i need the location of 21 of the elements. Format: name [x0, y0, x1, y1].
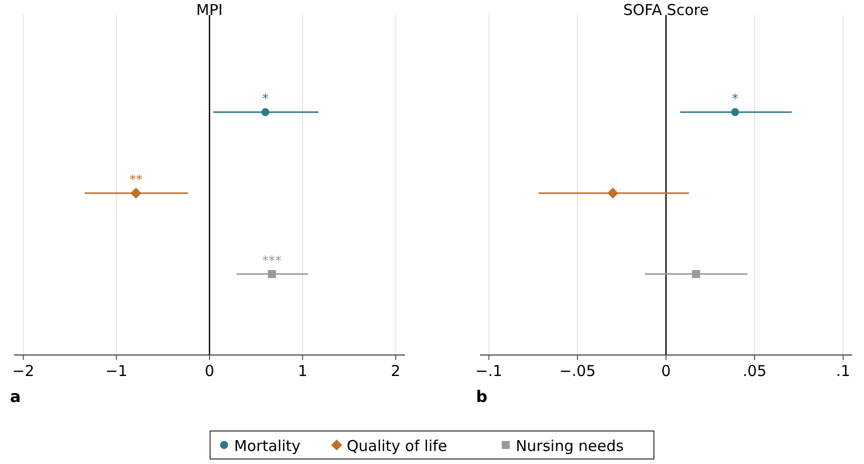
- x-tick-label: −.1: [475, 362, 502, 380]
- data-label: *: [262, 92, 270, 108]
- chart-title: SOFA Score: [623, 1, 709, 19]
- x-tick-label: .05: [742, 362, 766, 380]
- text: b: [476, 387, 488, 406]
- chart-title: MPI: [196, 1, 223, 19]
- x-tick-label: −2: [12, 362, 34, 380]
- x-tick-label: 0: [204, 362, 214, 380]
- legend-label: Nursing needs: [516, 437, 624, 455]
- x-tick-label: −1: [105, 362, 128, 380]
- data-label: *: [732, 92, 739, 108]
- x-tick-label: 0: [661, 362, 671, 380]
- x-tick-label: .1: [836, 362, 850, 380]
- legend-label: Mortality: [234, 437, 301, 455]
- data-label: ***: [262, 254, 282, 270]
- x-tick-label: 1: [298, 362, 308, 380]
- legend-label: Quality of life: [346, 437, 448, 455]
- x-tick-label: 2: [390, 362, 400, 380]
- text: a: [10, 387, 21, 406]
- data-label: **: [129, 173, 143, 188]
- x-tick-label: −.05: [559, 362, 596, 380]
